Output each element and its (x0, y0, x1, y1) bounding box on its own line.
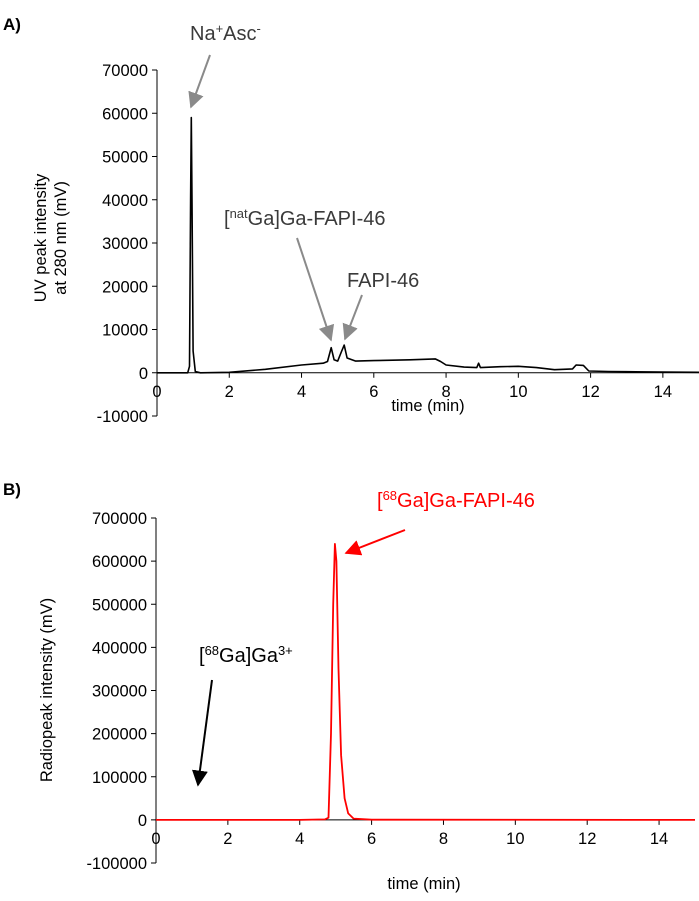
y-tick-label: 200000 (92, 726, 147, 744)
x-tick-label: 8 (439, 830, 448, 848)
y-ticks-a: -10000 0 10000 20000 30000 40000 50000 60000 700… (97, 62, 157, 426)
y-tick-label: 60000 (102, 105, 148, 123)
arrow-nat-ga-fapi (296, 237, 335, 342)
y-tick-label: 30000 (102, 235, 148, 253)
annotation-68ga-fapi: [68Ga]Ga-FAPI-46 (377, 488, 535, 513)
y-tick-label: 600000 (92, 553, 147, 571)
arrow-na-asc (188, 54, 211, 109)
x-tick-label: 2 (225, 383, 234, 401)
x-tick-label: 2 (223, 830, 232, 848)
y-tick-label: 300000 (92, 683, 147, 701)
x-tick-label: 4 (297, 383, 306, 401)
y-tick-label: 500000 (92, 596, 147, 614)
chart-b-radio: B) Radiopeak intensity (mV) time (min) -… (3, 480, 696, 893)
panel-label-a: A) (3, 15, 21, 34)
x-tick-label: 14 (654, 383, 672, 401)
y-tick-label: 700000 (92, 510, 147, 528)
y-tick-label: 0 (138, 812, 147, 830)
arrow-fapi-46 (342, 294, 363, 341)
x-tick-label: 12 (578, 830, 596, 848)
x-axis-label-b: time (min) (387, 875, 460, 893)
y-tick-label: -100000 (86, 855, 147, 873)
y-tick-label: 100000 (92, 769, 147, 787)
chart-a-uv: A) UV peak intensity at 280 nm (mV) time… (3, 15, 699, 426)
y-tick-label: 10000 (102, 322, 148, 340)
x-tick-label: 10 (509, 383, 527, 401)
annotation-na-asc: Na+Asc- (190, 21, 261, 46)
x-ticks-b: 0 2 4 6 8 10 12 14 (151, 819, 668, 848)
panel-label-b: B) (3, 480, 21, 499)
annotation-nat-ga-fapi: [natGa]Ga-FAPI-46 (224, 206, 385, 231)
y-tick-label: 20000 (102, 278, 148, 296)
y-axis-label-a-line1: UV peak intensity (32, 173, 50, 302)
arrow-68ga-fapi (344, 529, 406, 556)
annotation-68ga-free: [68Ga]Ga3+ (199, 643, 293, 668)
series-line-a (157, 116, 699, 374)
x-tick-label: 12 (581, 383, 599, 401)
y-tick-label: -10000 (97, 408, 148, 426)
y-tick-label: 400000 (92, 639, 147, 657)
x-tick-label: 6 (369, 383, 378, 401)
arrow-68ga-free (191, 679, 213, 787)
y-axis-label-a: UV peak intensity at 280 nm (mV) (32, 173, 70, 302)
x-tick-label: 14 (650, 830, 668, 848)
y-tick-label: 70000 (102, 62, 148, 80)
y-ticks-b: -100000 0 100000 200000 300000 400000 500000 60… (86, 510, 156, 873)
x-tick-label: 4 (295, 830, 304, 848)
annotation-fapi-46: FAPI-46 (347, 270, 419, 292)
y-tick-label: 40000 (102, 192, 148, 210)
y-tick-label: 0 (139, 365, 148, 383)
series-line-b (156, 543, 696, 821)
y-tick-label: 50000 (102, 149, 148, 167)
x-tick-label: 10 (506, 830, 524, 848)
x-tick-label: 6 (367, 830, 376, 848)
x-axis-label-a: time (min) (391, 397, 464, 415)
y-axis-label-a-line2: at 280 nm (mV) (52, 181, 70, 295)
x-tick-label: 8 (441, 383, 450, 401)
y-axis-label-b: Radiopeak intensity (mV) (38, 598, 56, 782)
